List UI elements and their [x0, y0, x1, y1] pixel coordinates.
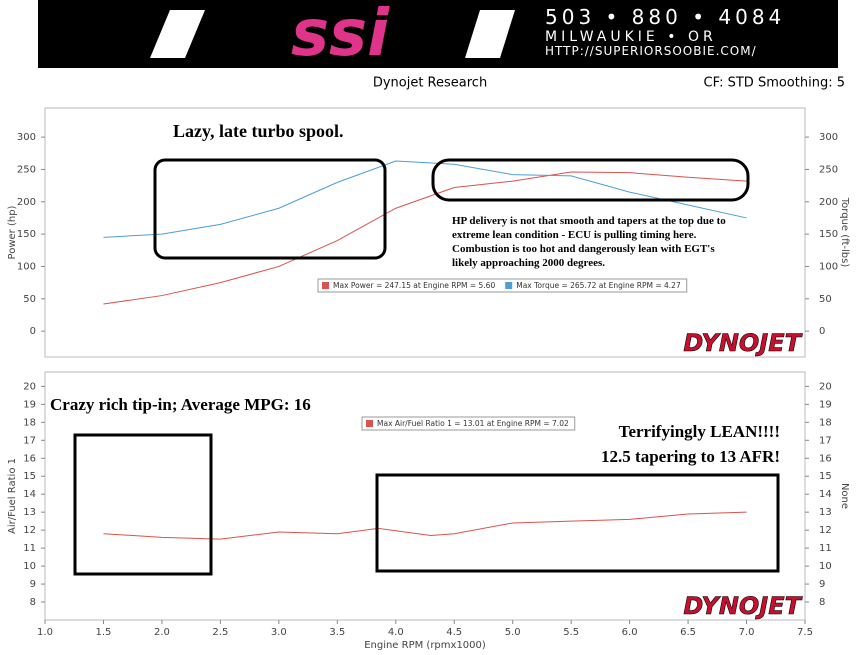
y-tick-label: 300	[17, 132, 36, 143]
data-line	[103, 511, 747, 540]
annotation: Combustion is too hot and dangerously le…	[452, 243, 715, 255]
y-tick-label: 9	[30, 579, 36, 590]
annotation-box	[431, 158, 750, 202]
city: MILWAUKIE • OR	[545, 29, 717, 45]
legend-swatch	[366, 420, 373, 427]
annotation: Lazy, late turbo spool.	[173, 121, 344, 141]
y-tick-label: 18	[23, 417, 36, 428]
x-tick-label: 6.5	[680, 627, 696, 638]
y2-tick-label: 150	[819, 229, 838, 240]
brand: DYNOJET	[683, 329, 802, 357]
y-tick-label: 0	[30, 326, 36, 337]
y2-tick-label: 0	[819, 326, 825, 337]
x-tick-label: 5.5	[563, 627, 579, 638]
annotation: Terrifyingly LEAN!!!!	[619, 422, 780, 441]
x-tick-label: 7.5	[797, 627, 813, 638]
y-tick-label: 15	[23, 471, 36, 482]
y2-tick-label: 17	[819, 435, 832, 446]
y2-tick-label: 9	[819, 579, 825, 590]
x-tick-label: 2.5	[212, 627, 228, 638]
y-tick-label: 16	[23, 453, 36, 464]
annotation-box	[153, 158, 387, 260]
annotation-box	[375, 473, 780, 573]
y2-tick-label: 18	[819, 417, 832, 428]
annotation: extreme lean condition - ECU is pulling …	[452, 229, 697, 241]
y-tick-label: 14	[23, 489, 36, 500]
y2-tick-label: 100	[819, 261, 838, 272]
x-tick-label: 3.0	[271, 627, 287, 638]
y2-tick-label: 11	[819, 543, 832, 554]
y2-axis-title: None	[839, 483, 850, 509]
logo: ssi	[291, 0, 390, 71]
y2-tick-label: 12	[819, 525, 832, 536]
y2-tick-label: 50	[819, 294, 832, 305]
y-tick-label: 200	[17, 197, 36, 208]
y-tick-label: 13	[23, 507, 36, 518]
y-tick-label: 50	[23, 294, 36, 305]
legend-label: Max Power = 247.15 at Engine RPM = 5.60	[333, 281, 495, 290]
x-tick-label: 3.5	[329, 627, 345, 638]
y-tick-label: 100	[17, 261, 36, 272]
x-tick-label: 4.5	[446, 627, 462, 638]
x-tick-label: 1.0	[37, 627, 53, 638]
y2-tick-label: 16	[819, 453, 832, 464]
y-tick-label: 8	[30, 597, 36, 608]
y2-tick-label: 19	[819, 399, 832, 410]
x-tick-label: 5.0	[505, 627, 521, 638]
plot-area	[44, 371, 806, 621]
y-tick-label: 150	[17, 229, 36, 240]
y-tick-label: 12	[23, 525, 36, 536]
annotation-box	[73, 433, 213, 576]
y2-tick-label: 14	[819, 489, 832, 500]
legend-swatch	[505, 282, 513, 289]
y-tick-label: 17	[23, 435, 36, 446]
y2-tick-label: 8	[819, 597, 825, 608]
data-line	[103, 160, 747, 238]
x-tick-label: 7.0	[739, 627, 755, 638]
brand: DYNOJET	[683, 592, 802, 620]
y2-tick-label: 20	[819, 381, 832, 392]
x-axis-title: Engine RPM (rpmx1000)	[364, 640, 486, 651]
y2-tick-label: 10	[819, 561, 832, 572]
data-line	[103, 171, 747, 305]
x-tick-label: 2.0	[154, 627, 170, 638]
y-tick-label: 20	[23, 381, 36, 392]
legend-swatch	[322, 282, 329, 289]
phone: 503 • 880 • 4084	[545, 5, 785, 29]
annotation: Crazy rich tip-in; Average MPG: 16	[50, 395, 311, 414]
y2-tick-label: 250	[819, 164, 838, 175]
y2-tick-label: 15	[819, 471, 832, 482]
logo-brackets	[150, 10, 515, 58]
y2-tick-label: 13	[819, 507, 832, 518]
x-tick-label: 4.0	[388, 627, 404, 638]
y-axis-title: Power (hp)	[7, 205, 18, 259]
annotation: 12.5 tapering to 13 AFR!	[601, 447, 780, 466]
annotation: likely approaching 2000 degrees.	[452, 257, 605, 269]
x-tick-label: 6.0	[622, 627, 638, 638]
y-tick-label: 11	[23, 543, 36, 554]
legend-box	[361, 416, 576, 431]
legend-label: Max Air/Fuel Ratio 1 = 13.01 at Engine R…	[377, 419, 569, 428]
y-axis-title: Air/Fuel Ratio 1	[7, 458, 18, 534]
caption: Dynojet Research	[373, 76, 487, 91]
y-tick-label: 250	[17, 164, 36, 175]
legend-label: Max Torque = 265.72 at Engine RPM = 4.27	[516, 281, 681, 290]
x-tick-label: 1.5	[96, 627, 112, 638]
y2-tick-label: 200	[819, 197, 838, 208]
annotation: HP delivery is not that smooth and taper…	[452, 215, 726, 227]
y2-tick-label: 300	[819, 132, 838, 143]
y2-axis-title: Torque (ft-lbs)	[839, 197, 850, 268]
caption: CF: STD Smoothing: 5	[704, 76, 845, 91]
y-tick-label: 19	[23, 399, 36, 410]
url: HTTP://SUPERIORSOOBIE.COM/	[545, 44, 757, 58]
y-tick-label: 10	[23, 561, 36, 572]
legend-box	[317, 278, 688, 293]
